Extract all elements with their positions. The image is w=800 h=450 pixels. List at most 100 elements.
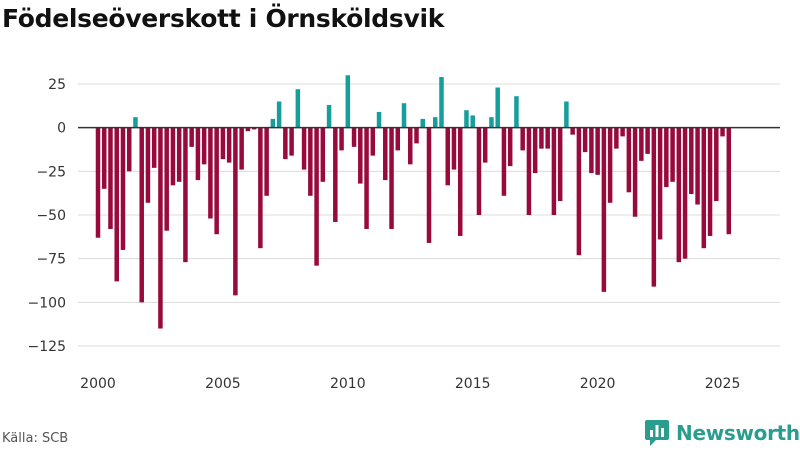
y-tick-label: −75 [36, 252, 66, 268]
bar [439, 77, 444, 128]
bar [170, 127, 176, 186]
bar [395, 127, 401, 151]
x-tick-label: 2015 [455, 376, 491, 392]
bar [457, 127, 463, 236]
bar [576, 127, 582, 256]
bar [95, 127, 101, 238]
y-axis-ticks: 25 0 −25 −50 −75 −100 −125 [28, 77, 66, 355]
bar [582, 127, 588, 153]
bar [370, 127, 376, 156]
bar [657, 127, 663, 240]
bar [351, 127, 357, 147]
bar [464, 110, 469, 128]
y-tick-label: 25 [48, 77, 66, 93]
bar [189, 127, 194, 147]
bar [470, 115, 475, 128]
bar [389, 127, 394, 229]
bar [714, 127, 719, 202]
bar [557, 127, 563, 202]
brand-name: Newsworthy [676, 421, 800, 445]
newsworthy-logo: Newsworthy [644, 419, 800, 447]
bar [145, 127, 151, 203]
chart-bubble-icon [645, 420, 669, 446]
bar [645, 127, 650, 154]
bar [495, 87, 500, 128]
bar [507, 127, 513, 167]
bar [164, 127, 169, 231]
y-tick-label: −25 [36, 164, 66, 180]
bar [201, 127, 207, 165]
bar [726, 127, 732, 235]
x-tick-label: 2000 [80, 376, 116, 392]
bar [476, 127, 482, 215]
chart-title: Födelseöverskott i Örnsköldsvik [2, 4, 445, 33]
x-tick-label: 2005 [205, 376, 241, 392]
bar [333, 127, 338, 222]
bar [433, 117, 438, 128]
bar [589, 127, 594, 174]
bar [695, 127, 700, 205]
bar [139, 127, 144, 303]
bar [120, 127, 126, 250]
bar [401, 103, 407, 128]
bar [151, 127, 157, 168]
bar [682, 127, 688, 259]
bar [270, 118, 276, 128]
bar [251, 127, 257, 130]
bar [258, 127, 263, 249]
bar [408, 127, 413, 165]
bar [220, 127, 226, 160]
bar [114, 127, 119, 282]
bar [520, 127, 525, 151]
bar [108, 127, 113, 229]
bar [301, 127, 307, 170]
bar [426, 127, 432, 243]
bar [489, 117, 494, 128]
y-tick-label: −100 [28, 295, 66, 311]
bars [95, 75, 732, 329]
bar [595, 127, 600, 175]
bar [632, 127, 638, 217]
bar [701, 127, 707, 249]
bar [676, 127, 682, 263]
bar [133, 117, 138, 128]
bar [239, 127, 244, 170]
bar [183, 127, 188, 263]
bar [707, 127, 713, 236]
x-tick-label: 2010 [330, 376, 366, 392]
bar [383, 127, 388, 181]
bar [451, 127, 457, 170]
bar [670, 127, 675, 182]
bar [126, 127, 132, 172]
bar [564, 101, 569, 128]
bar [551, 127, 557, 215]
bar [420, 118, 426, 128]
bar [607, 127, 613, 203]
bar [620, 127, 625, 137]
bar [526, 127, 532, 215]
bar [501, 127, 507, 196]
bar [208, 127, 213, 219]
bar [664, 127, 669, 188]
bar [532, 127, 538, 174]
x-tick-label: 2025 [705, 376, 741, 392]
bar [214, 127, 219, 235]
bar [289, 127, 294, 156]
bar [614, 127, 619, 149]
bar [233, 127, 238, 296]
bar [414, 127, 419, 144]
bar [345, 75, 351, 128]
x-axis-ticks: 2000 2005 2010 2015 2020 2025 [80, 376, 740, 392]
bar [376, 111, 382, 128]
bar [326, 104, 332, 128]
bar [320, 127, 326, 182]
source-note: Källa: SCB [2, 431, 69, 446]
bar [314, 127, 319, 266]
bar [639, 127, 644, 161]
bar [158, 127, 163, 329]
bar [276, 101, 282, 128]
y-tick-label: −50 [36, 208, 66, 224]
bar [651, 127, 657, 287]
bar [514, 96, 519, 128]
bar [101, 127, 107, 189]
